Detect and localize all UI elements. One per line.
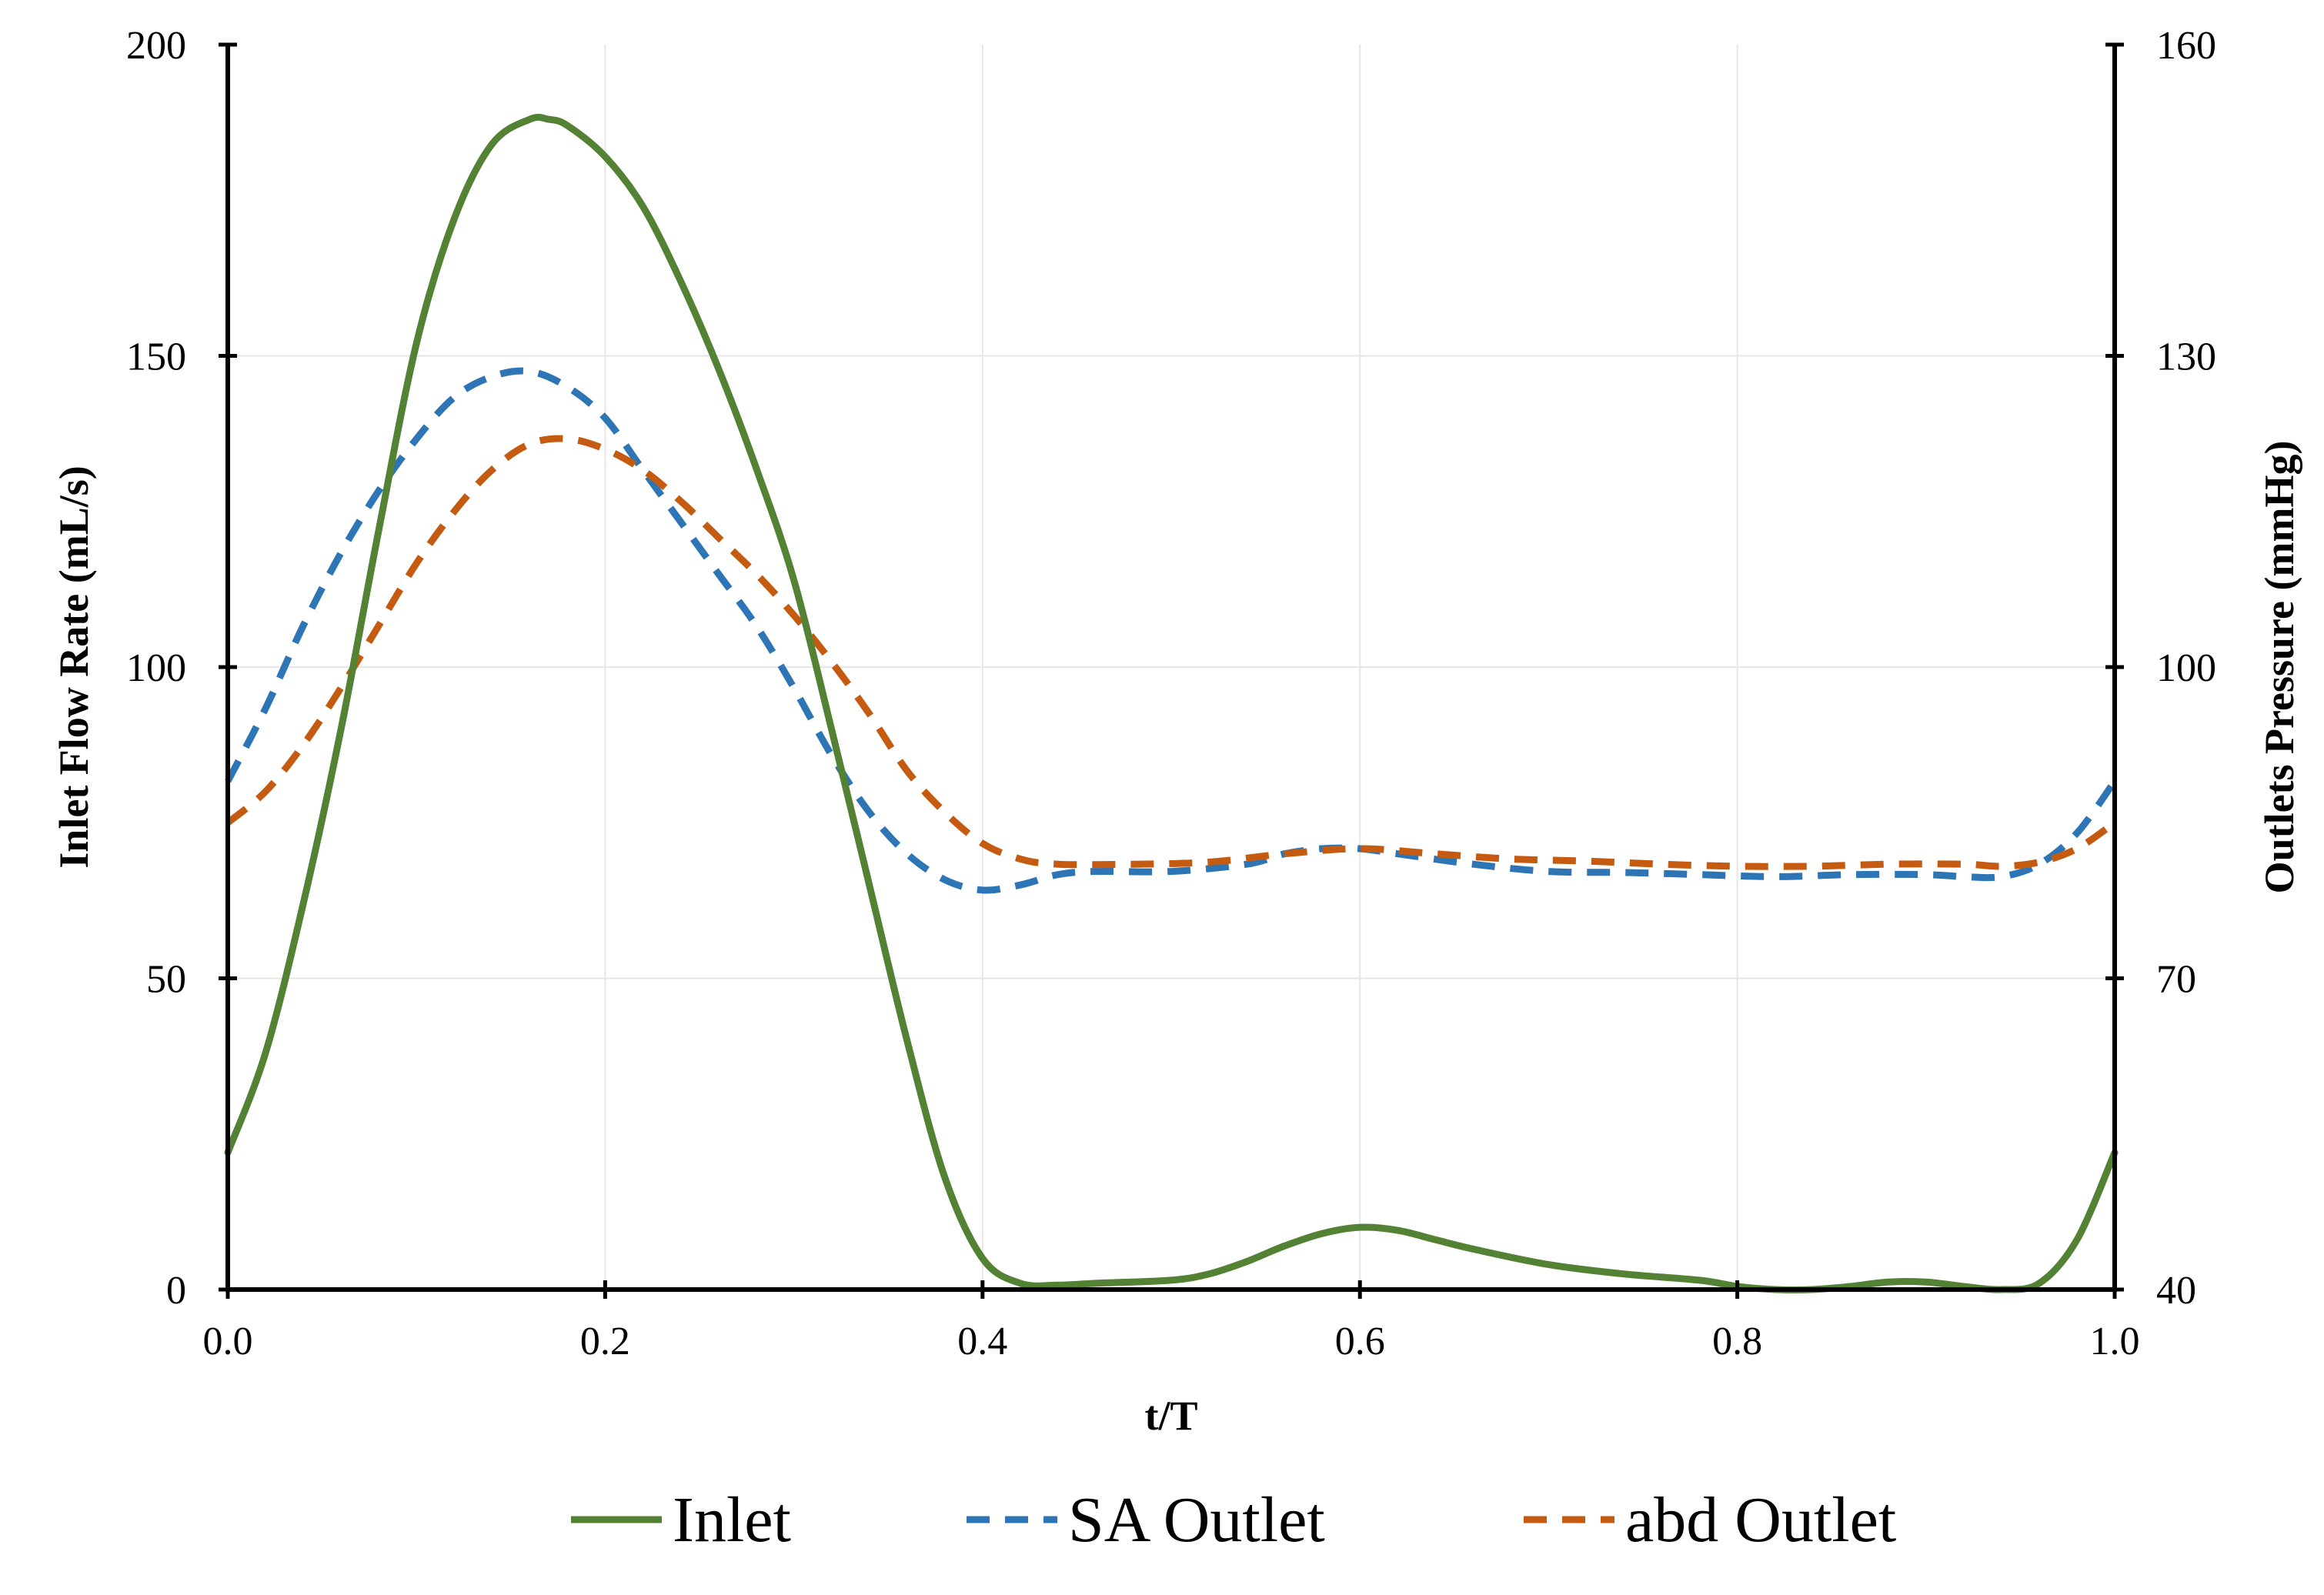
x-tick-label: 0.0 [203,1320,253,1363]
series-layer [224,113,2119,1294]
series-line-inlet [224,113,2119,1294]
legend-label-inlet: Inlet [673,1484,791,1556]
series-line-sa-outlet [225,367,2118,894]
grid [228,45,2115,1290]
y-tick-label: 150 [126,335,186,379]
y-tick-label: 100 [126,646,186,690]
legend-label-sa-outlet: SA Outlet [1068,1484,1325,1556]
y-tick-label: 0 [166,1269,186,1313]
legend-label-abd-outlet: abd Outlet [1625,1484,1896,1556]
series-line-abd-outlet [225,435,2117,870]
y2-tick-label: 160 [2156,24,2216,68]
ticks: 0.0 0.2 0.4 0.6 0.8 1.0 0 50 100 150 200 40 70 100 130… [126,24,2216,1363]
y2-tick-label: 130 [2156,335,2216,379]
x-tick-label: 1.0 [2090,1320,2140,1363]
y2-tick-label: 70 [2156,958,2196,1002]
x-tick-label: 0.4 [957,1320,1007,1363]
legend: Inlet SA Outlet abd Outlet [571,1484,1896,1556]
y-axis-title: Inlet Flow Rate (mL/s) [51,465,97,868]
x-tick-label: 0.6 [1335,1320,1385,1363]
y-tick-label: 200 [126,24,186,68]
y2-tick-label: 40 [2156,1269,2196,1313]
x-tick-label: 0.2 [580,1320,630,1363]
y2-tick-label: 100 [2156,646,2216,690]
y-tick-label: 50 [146,958,186,1002]
x-axis-title: t/T [1144,1393,1197,1439]
x-tick-label: 0.8 [1712,1320,1762,1363]
y2-axis-title: Outlets Pressure (mmHg) [2256,441,2302,894]
